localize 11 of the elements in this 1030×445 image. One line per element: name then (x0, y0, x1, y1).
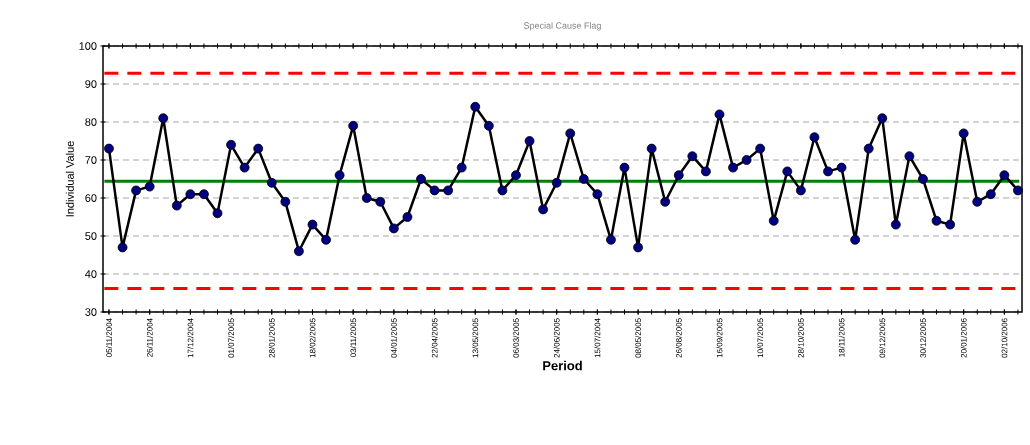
y-tick-label: 100 (79, 42, 97, 50)
y-axis-title: Individual Value (65, 141, 74, 217)
y-tick-label: 90 (85, 80, 97, 88)
x-axis-title: Period (543, 360, 582, 371)
y-tick-label: 80 (85, 118, 97, 126)
y-tick-label: 50 (85, 232, 97, 240)
chart-title: Special Cause Flag (524, 22, 601, 31)
y-tick-label: 70 (85, 156, 97, 164)
y-tick-label: 40 (85, 270, 97, 278)
y-tick-label: 60 (85, 194, 97, 202)
y-tick-label: 30 (85, 308, 97, 316)
